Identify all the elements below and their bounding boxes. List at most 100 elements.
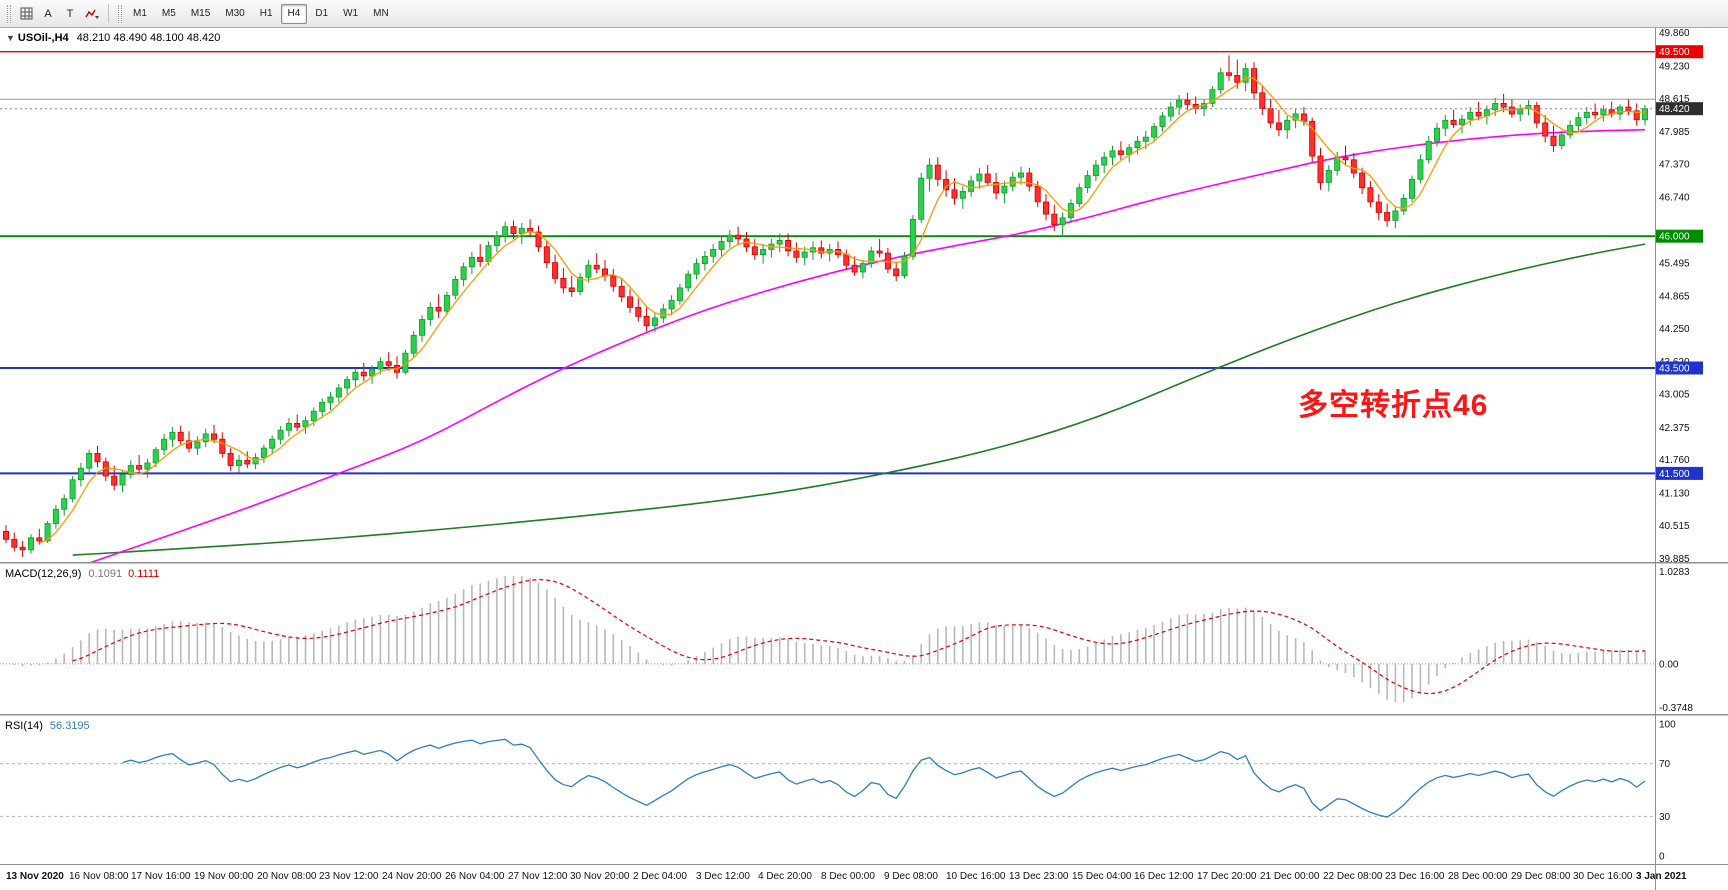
toolbar-separator <box>108 4 109 23</box>
time-label: 28 Dec 00:00 <box>1448 871 1508 882</box>
rsi-axis-30: 30 <box>1659 812 1671 823</box>
time-label: 9 Dec 08:00 <box>884 871 938 882</box>
price-label-text-46.000: 46.000 <box>1659 232 1690 243</box>
price-label-box-49.500 <box>1656 45 1703 59</box>
timeframe-button-w1[interactable]: W1 <box>343 8 359 19</box>
macd-histogram <box>13 575 1646 703</box>
rsi-scale[interactable]: 100 70 30 0 <box>1659 719 1676 862</box>
candles-layer <box>3 55 1649 557</box>
time-label: 17 Nov 16:00 <box>131 871 191 882</box>
price-tick-label: 47.370 <box>1659 160 1690 171</box>
price-label-box-43.500 <box>1656 361 1703 375</box>
chart-grid-icon-button[interactable] <box>15 3 37 24</box>
annotation-text[interactable]: 多空转折点46 <box>1298 389 1489 422</box>
rsi-indicator-pane[interactable]: 100 70 30 0 <box>0 716 1728 864</box>
time-label: 15 Dec 04:00 <box>1072 871 1132 882</box>
timeframe-button-m30[interactable]: M30 <box>225 8 245 19</box>
price-tick-label: 47.985 <box>1659 127 1690 138</box>
price-label-box-41.500 <box>1656 466 1703 480</box>
price-tick-label: 49.230 <box>1659 61 1690 72</box>
rsi-line <box>122 738 1646 818</box>
price-tick-label: 39.885 <box>1659 554 1690 562</box>
timeframe-button-h4[interactable]: H4 <box>280 3 308 24</box>
time-label: 3 Dec 12:00 <box>696 871 750 882</box>
price-tick-label: 40.515 <box>1659 521 1690 532</box>
timeframe-button-mn[interactable]: MN <box>373 8 389 19</box>
timeframe-button-d1[interactable]: D1 <box>315 8 329 19</box>
time-label: 16 Nov 08:00 <box>69 871 129 882</box>
toolbar-grip[interactable] <box>7 4 11 23</box>
time-label: 17 Dec 20:00 <box>1197 871 1257 882</box>
price-tick-label: 42.375 <box>1659 423 1690 434</box>
price-tick-label: 44.865 <box>1659 292 1690 303</box>
price-tick-label: 49.860 <box>1659 28 1690 39</box>
mid-ma-line <box>89 128 1646 562</box>
time-label: 20 Nov 08:00 <box>257 871 317 882</box>
price-scale[interactable]: 49.860 49.230 48.615 47.985 47.370 46.740 45.4… <box>1656 28 1703 562</box>
time-label: 23 Nov 12:00 <box>319 871 379 882</box>
cursor-tool-button[interactable]: A <box>37 3 59 24</box>
timeframe-button-m15[interactable]: M15 <box>190 8 211 19</box>
time-label: 24 Nov 20:00 <box>382 871 442 882</box>
time-label: 4 Dec 20:00 <box>758 871 812 882</box>
time-label: 30 Dec 16:00 <box>1573 871 1633 882</box>
text-tool-label: T <box>66 7 74 20</box>
time-label: 19 Nov 00:00 <box>194 871 254 882</box>
time-label: 21 Dec 00:00 <box>1260 871 1320 882</box>
price-chart-pane[interactable]: 49.860 49.230 48.615 47.985 47.370 46.740 45.4… <box>0 28 1728 562</box>
time-axis[interactable]: 13 Nov 2020 16 Nov 08:00 17 Nov 16:00 19 No… <box>0 864 1728 890</box>
timeframe-button-m5[interactable]: M5 <box>161 8 176 19</box>
price-tick-label: 43.005 <box>1659 390 1690 401</box>
time-label: 13 Dec 23:00 <box>1009 871 1069 882</box>
price-label-box-48.420 <box>1656 102 1703 116</box>
pane-splitter-macd[interactable] <box>0 562 1728 564</box>
macd-axis-bottom: -0.3748 <box>1659 703 1693 714</box>
price-label-text-48.420: 48.420 <box>1659 104 1690 115</box>
rsi-axis-70: 70 <box>1659 759 1671 770</box>
pane-splitter-rsi[interactable] <box>0 714 1728 716</box>
grid-icon <box>20 7 33 20</box>
macd-axis-top: 1.0283 <box>1659 567 1690 578</box>
macd-indicator-pane[interactable]: 1.0283 0.00 -0.3748 <box>0 564 1728 714</box>
price-tick-label: 41.130 <box>1659 488 1690 499</box>
rsi-axis-0: 0 <box>1659 852 1665 863</box>
price-label-box-46.000 <box>1656 229 1703 243</box>
time-label: 26 Nov 04:00 <box>445 871 505 882</box>
cursor-tool-label: A <box>44 7 52 20</box>
timeframe-button-h1[interactable]: H1 <box>259 8 273 19</box>
price-tick-label: 48.615 <box>1659 94 1690 105</box>
fast-ma-line <box>39 77 1646 544</box>
price-tick-label: 45.495 <box>1659 258 1690 269</box>
time-label: 8 Dec 00:00 <box>821 871 875 882</box>
text-tool-button[interactable]: T <box>59 3 81 24</box>
time-label: 3 Jan 2021 <box>1636 871 1687 882</box>
price-scale-border <box>1655 28 1656 890</box>
price-tick-label: 41.760 <box>1659 455 1690 466</box>
toolbar-grip-2[interactable] <box>118 4 122 23</box>
rsi-axis-100: 100 <box>1659 719 1676 730</box>
price-tick-label: 46.740 <box>1659 193 1690 204</box>
indicators-dropdown-button[interactable] <box>81 3 103 24</box>
timeframe-button-m1[interactable]: M1 <box>133 8 147 19</box>
horizontal-lines[interactable] <box>0 51 1655 475</box>
price-label-text-49.500: 49.500 <box>1659 47 1690 58</box>
price-label-text-43.500: 43.500 <box>1659 364 1690 375</box>
time-label: 30 Nov 20:00 <box>570 871 630 882</box>
macd-axis-zero: 0.00 <box>1659 659 1679 670</box>
price-label-text-41.500: 41.500 <box>1659 469 1690 480</box>
time-label: 13 Nov 2020 <box>6 871 64 882</box>
macd-signal-line <box>72 578 1646 695</box>
macd-scale[interactable]: 1.0283 0.00 -0.3748 <box>1659 567 1693 714</box>
time-label: 10 Dec 16:00 <box>946 871 1006 882</box>
slow-ma-line <box>72 243 1646 556</box>
time-label: 23 Dec 16:00 <box>1385 871 1445 882</box>
time-label: 16 Dec 12:00 <box>1134 871 1194 882</box>
timeframe-group: M1 M5 M15 M30 H1 H4 D1 W1 MN <box>126 3 396 24</box>
chart-window: 49.860 49.230 48.615 47.985 47.370 46.740 45.4… <box>0 28 1728 890</box>
indicator-zigzag-icon <box>85 8 99 20</box>
time-label: 2 Dec 04:00 <box>633 871 687 882</box>
time-label: 27 Nov 12:00 <box>508 871 568 882</box>
time-label: 22 Dec 08:00 <box>1323 871 1383 882</box>
price-tick-label: 44.250 <box>1659 324 1690 335</box>
time-label: 29 Dec 08:00 <box>1511 871 1571 882</box>
